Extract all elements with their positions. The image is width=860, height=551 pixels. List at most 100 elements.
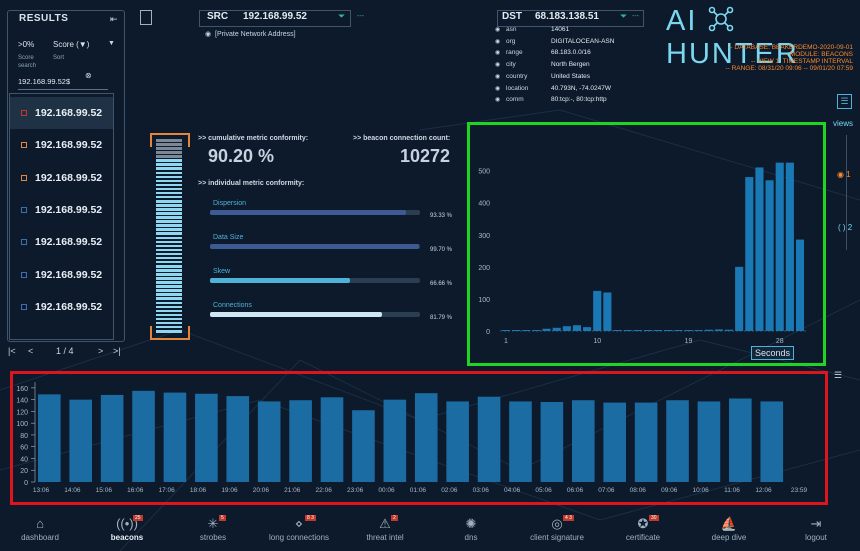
logo-right: HUNTER [666,38,799,70]
nav-label: dashboard [21,533,59,542]
dst-filter-icon[interactable]: ⏷ [620,11,628,21]
nav-client-signature[interactable]: ◎ client signature 4 3 [517,515,597,542]
hist-bar [735,266,744,331]
nav-logout[interactable]: ⇥ logout [776,515,856,542]
timeline-bar [729,398,752,482]
nav-deep-dive[interactable]: ⛵ deep dive [689,515,769,542]
dst-field-icon: ◉ [495,73,501,80]
timeline-x-tick: 11:06 [724,487,740,494]
export-icon[interactable] [140,10,152,25]
dst-field-value: DIGITALOCEAN-ASN [551,37,615,45]
hist-bar [522,330,531,331]
result-ip: 192.168.99.52 [35,171,103,184]
last-page-icon[interactable]: >| [113,346,121,356]
hist-bar [654,330,663,331]
nav-strobes[interactable]: ✳ strobes 5 [173,515,253,542]
result-item[interactable]: 192.168.99.52 [10,129,113,161]
nav-label: certificate [625,533,661,542]
metric-bar-fill [210,278,350,283]
gauge-segment [156,329,182,333]
sort-dropdown-icon[interactable]: ▼ [108,40,115,47]
timeline-chart: 0 20 40 60 80 100 120 140 160 13:06 14:06 15:06 16:0… [16,382,808,494]
dst-box [497,10,644,27]
warning-icon: ⚠ [379,516,391,531]
dst-field-value: 14061 [551,26,570,33]
list-view-icon[interactable]: ☰ [837,94,852,109]
src-radio-icon: ◉ [205,31,212,38]
search-input[interactable]: 192.168.99.52$ [18,71,108,90]
severity-dot-icon [21,206,27,213]
dst-field-icon: ◉ [495,50,501,57]
result-ip: 192.168.99.52 [35,107,103,119]
result-item[interactable]: 192.168.99.52 [10,194,113,226]
timeline-x-tick: 05:06 [535,487,552,494]
nav-label: long connections [268,533,330,542]
timeline-bar [352,410,375,482]
nav-label: logout [805,533,827,542]
gauge-segment [156,224,182,227]
nav-dns[interactable]: ✺ dns [431,515,511,542]
timeline-menu-icon[interactable]: ☰ [834,370,843,380]
timeline-x-tick: 04:06 [504,487,521,494]
dst-field-row: ◉ country United States [495,73,665,83]
timeline-x-tick: 12:06 [755,487,772,494]
hist-bar [501,330,511,331]
timeline-bar [666,400,689,482]
src-options-icon[interactable]: --- [357,13,364,20]
metric-bar-pct: 66.66 % [430,281,453,287]
timeline-x-tick: 19:06 [221,487,238,494]
gauge-segment [156,236,182,240]
timeline-x-tick: 03:06 [473,487,490,494]
next-page-icon[interactable]: > [98,346,104,356]
dst-field-value: 40.793N, -74.0247W [551,84,611,92]
hist-bar [724,329,734,331]
timeline-y-tick: 160 [16,386,28,393]
result-item[interactable]: 192.168.99.52 [10,259,113,291]
hist-bar [664,330,673,331]
dst-field-icon: ◉ [495,38,501,45]
view-1-radio[interactable]: ◉ 1 [837,170,851,179]
metric-bar-pct: 81.79 % [430,315,453,321]
results-panel [7,10,125,342]
results-collapse-icon[interactable]: ⇤ [110,14,118,24]
score-filter-select[interactable]: >0% [18,40,34,49]
views-track [846,135,847,250]
timeline-x-tick: 15:06 [96,487,113,494]
gauge-bracket-top [150,133,190,147]
nav-certificate[interactable]: ✪ certificate 30 [603,515,683,542]
gauge-segment [156,151,182,154]
gauge-segment [156,208,182,211]
result-item[interactable]: 192.168.99.52 [10,162,113,194]
nav-beacons[interactable]: ((•)) beacons 25 [87,515,167,542]
view-2-radio[interactable]: ( ) 2 [838,223,853,232]
nav-label: strobes [199,533,227,542]
nav-dashboard[interactable]: ⌂ dashboard [0,515,80,542]
first-page-icon[interactable]: |< [8,346,16,356]
nav-threat-intel[interactable]: ⚠ threat intel 2 [345,515,425,542]
gauge-segment [156,281,182,284]
dst-options-icon[interactable]: --- [632,13,639,20]
hist-bar [633,330,642,331]
gauge-segment [156,309,182,313]
src-filter-icon[interactable]: ⏷ [338,11,346,21]
metric-bars: Dispersion 93.33 % Data Size 99.70 % Skew 66.… [210,200,460,330]
clear-search-icon[interactable]: ⊗ [85,71,92,80]
hist-y-tick: 400 [478,201,490,208]
nav-label: dns [464,533,478,542]
cumulative-value: 90.20 % [208,146,275,166]
timeline-y-tick: 80 [20,433,28,440]
dst-ip: 68.183.138.51 [535,11,599,22]
timeline-bar [603,402,627,482]
gauge-segment [156,204,182,207]
result-item[interactable]: 192.168.99.52 [10,97,113,129]
result-item[interactable]: 192.168.99.52 [10,226,113,258]
hist-bar [684,330,693,331]
nav-long-connections[interactable]: ⋄ long connections 8 3 [259,515,339,542]
prev-page-icon[interactable]: < [28,346,34,356]
result-item[interactable]: 192.168.99.52 [10,291,113,323]
gauge-segment [156,147,182,150]
sort-select[interactable]: Score (▼) [53,40,89,49]
src-box [199,10,351,27]
dst-field-row: ◉ location 40.793N, -74.0247W [495,85,665,95]
metric-bar-track [210,312,420,317]
